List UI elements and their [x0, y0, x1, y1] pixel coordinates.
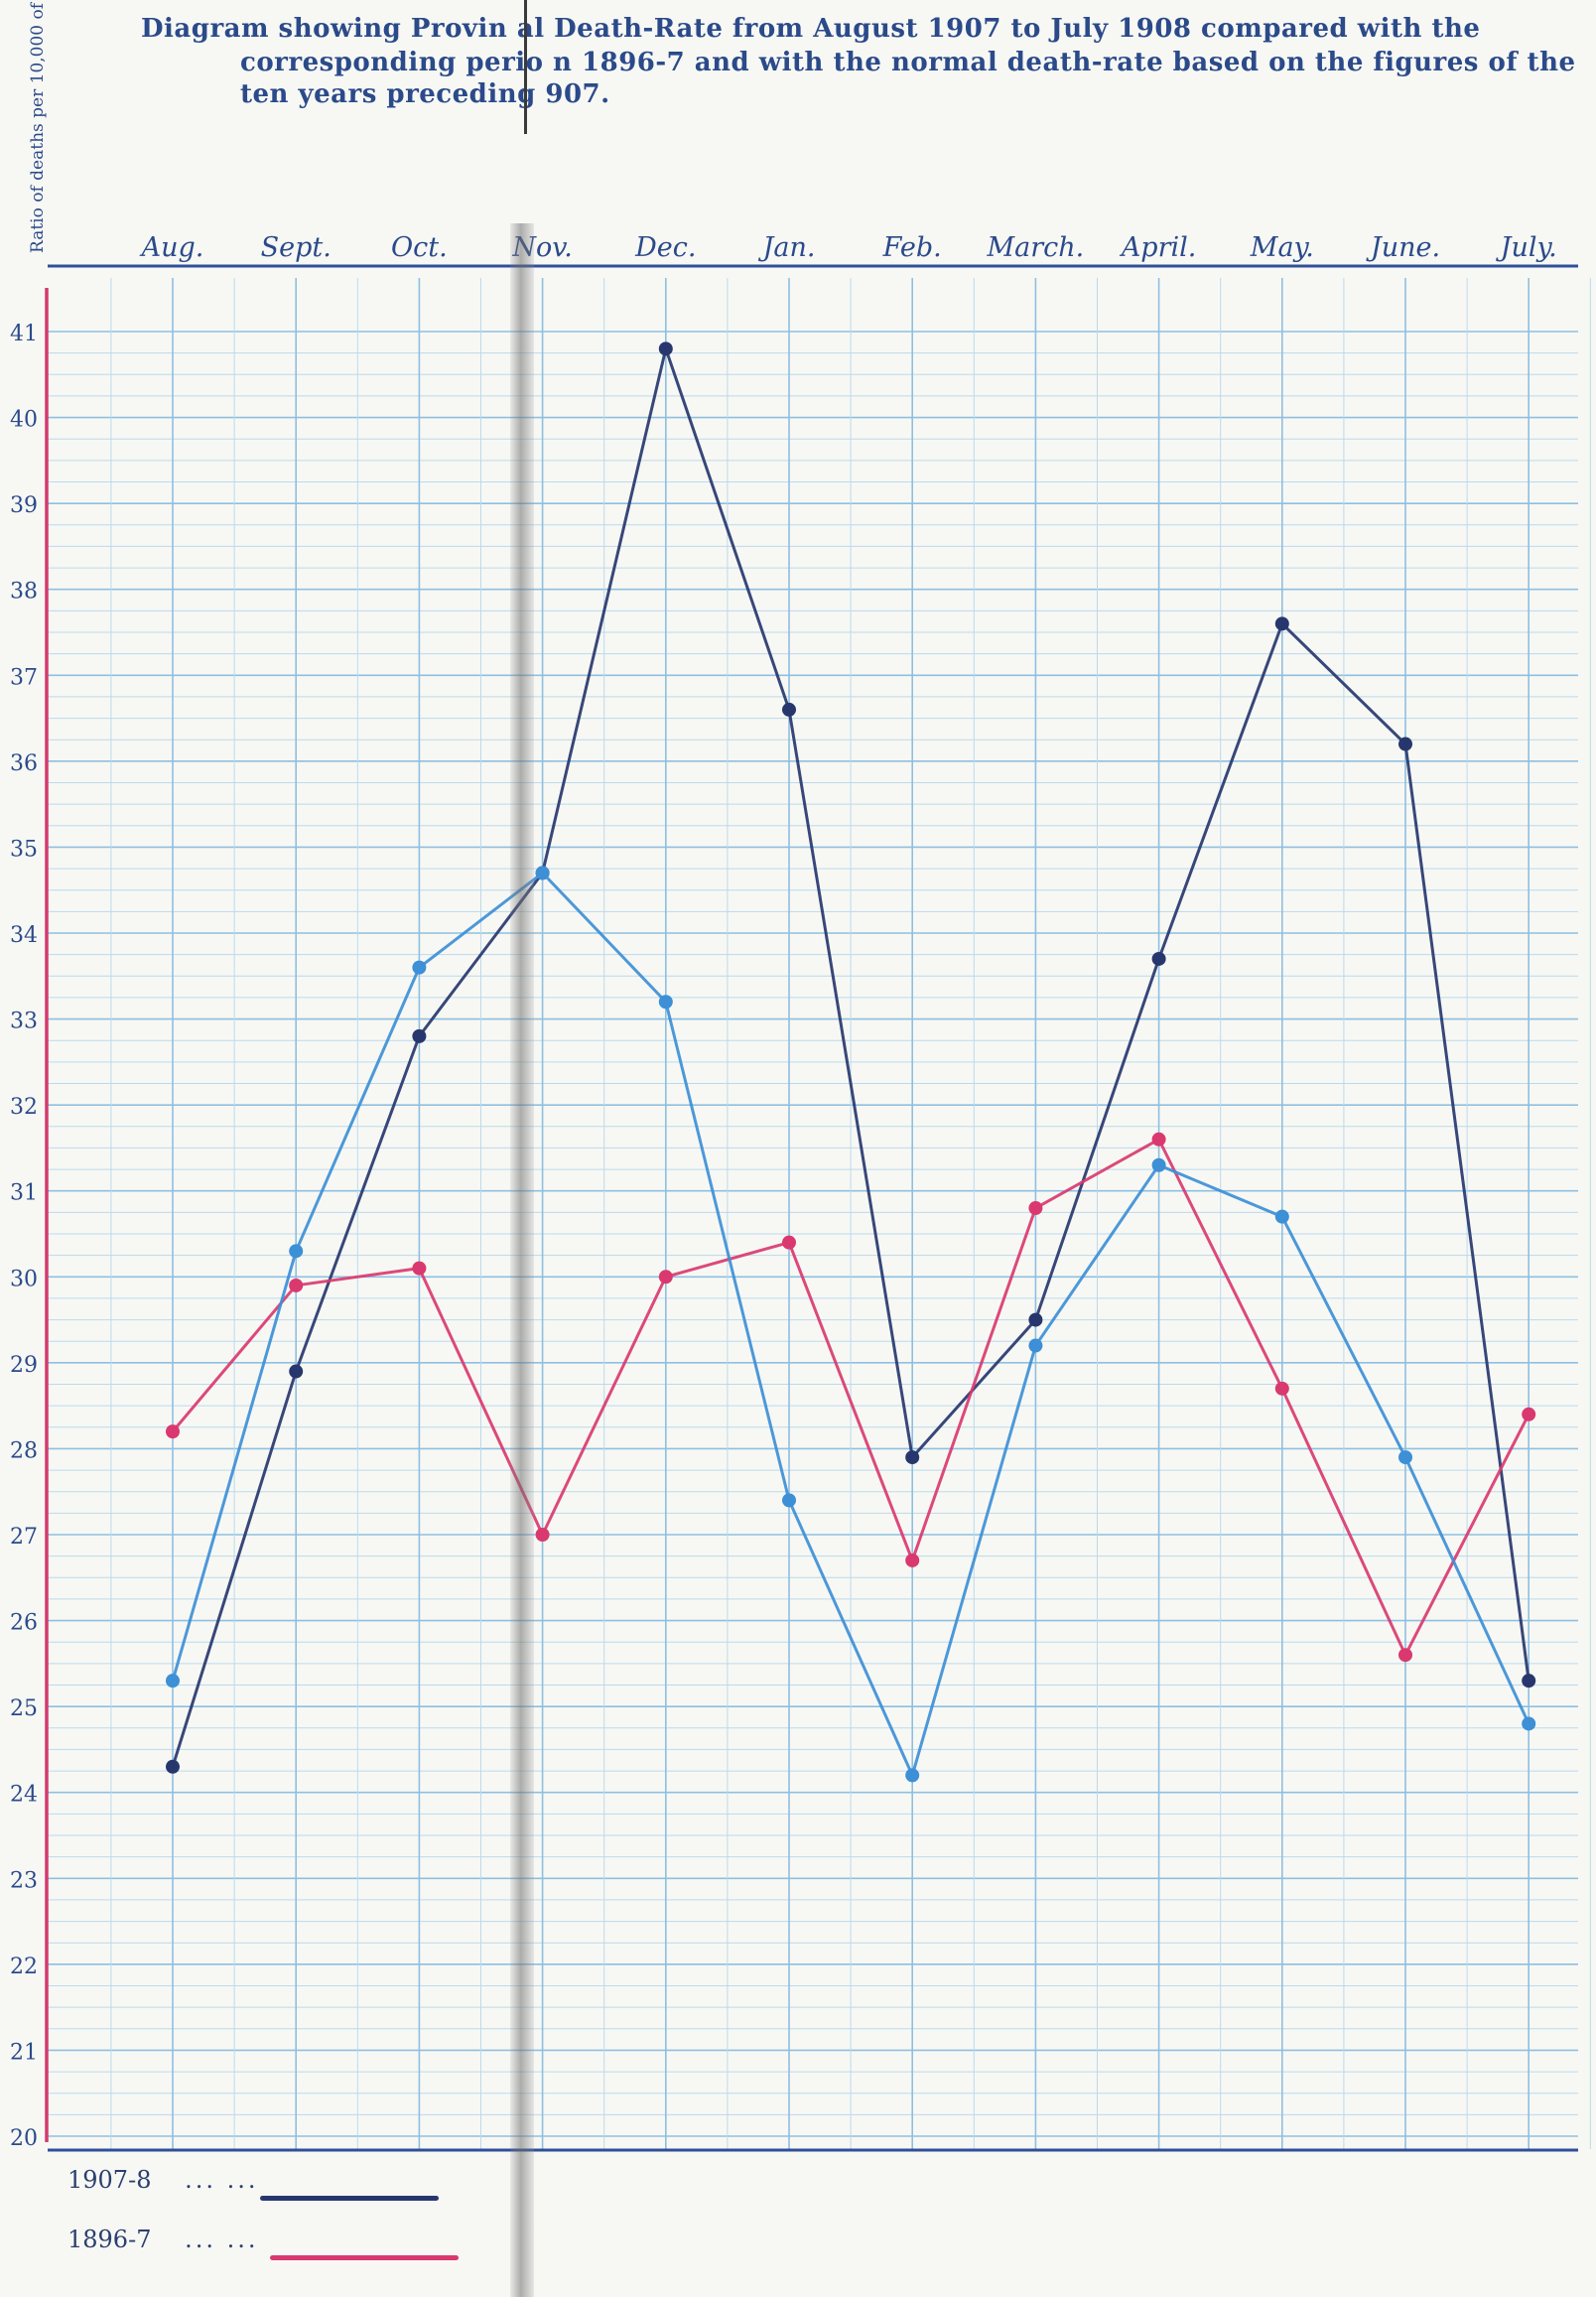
- data-point-1: [412, 1028, 427, 1043]
- legend-entry-1896-7: 1896-7 ... ...: [67, 2226, 259, 2253]
- y-tick-label: 32: [10, 1095, 38, 1120]
- y-tick-label: 34: [10, 923, 38, 948]
- legend-dots-1907-8: ... ...: [185, 2166, 259, 2194]
- data-point-2: [905, 1553, 920, 1567]
- legend-swatch-1907-8: [260, 2196, 439, 2201]
- data-point-2: [1274, 1381, 1289, 1396]
- data-point-1: [1151, 951, 1166, 966]
- y-tick-label: 30: [10, 1267, 38, 1291]
- legend-swatch-1896-7: [270, 2255, 459, 2260]
- data-point-1: [289, 1364, 304, 1379]
- data-point-2: [1398, 1648, 1412, 1663]
- data-point-3: [535, 866, 550, 880]
- series-line-2: [171, 1138, 1530, 1657]
- data-point-1: [166, 1759, 180, 1774]
- data-point-1: [1522, 1674, 1536, 1689]
- y-tick-label: 26: [10, 1611, 38, 1636]
- data-point-2: [412, 1261, 427, 1276]
- x-tick-label: Dec.: [634, 232, 696, 263]
- data-point-3: [412, 960, 427, 975]
- data-point-1: [905, 1450, 920, 1465]
- data-point-1: [1398, 737, 1412, 751]
- x-tick-label: Jan.: [758, 232, 816, 263]
- data-point-2: [1522, 1407, 1536, 1421]
- data-point-3: [1398, 1450, 1412, 1465]
- data-point-3: [905, 1768, 920, 1783]
- x-tick-label: March.: [987, 232, 1085, 263]
- y-tick-label: 31: [10, 1181, 38, 1206]
- data-point-1: [1274, 616, 1289, 631]
- x-tick-labels: Aug. Sept. Oct. Nov. Dec. Jan. Feb. March. April…: [139, 232, 1557, 263]
- y-tick-label: 39: [10, 493, 38, 518]
- y-tick-labels: 20 21 22 23 24 25 26 27 28 29 30 31 32 33 34 35 36 37 38 39…: [10, 322, 38, 2151]
- y-tick-label: 36: [10, 751, 38, 776]
- data-point-3: [782, 1493, 796, 1508]
- x-tick-label: June.: [1366, 232, 1440, 263]
- data-point-2: [658, 1270, 673, 1284]
- y-tick-label: 40: [10, 408, 38, 433]
- data-point-2: [289, 1278, 304, 1292]
- data-point-2: [782, 1235, 796, 1250]
- data-point-1: [782, 702, 796, 717]
- y-tick-label: 28: [10, 1438, 38, 1463]
- grid: [48, 278, 1591, 2149]
- chart-title-line-3: ten years preceding 907.: [240, 79, 610, 109]
- series-line-3: [171, 871, 1530, 1777]
- data-point-2: [1028, 1201, 1043, 1216]
- x-tick-label: Aug.: [139, 232, 204, 263]
- x-tick-label: May.: [1250, 232, 1314, 263]
- data-point-3: [166, 1674, 180, 1689]
- legend-label-1907-8: 1907-8: [67, 2166, 152, 2194]
- y-tick-label: 22: [10, 1955, 38, 1979]
- data-point-1: [658, 341, 673, 356]
- x-tick-label: July.: [1496, 232, 1557, 263]
- series-lines: [166, 341, 1536, 1783]
- x-tick-label: Feb.: [882, 232, 942, 263]
- title-fold-divider: [524, 0, 527, 134]
- y-tick-label: 41: [10, 322, 38, 346]
- y-tick-label: 35: [10, 837, 38, 862]
- y-tick-label: 20: [10, 2126, 38, 2151]
- legend-label-1896-7: 1896-7: [67, 2226, 152, 2253]
- chart-title-line-1: Diagram showing Provin al Death-Rate fro…: [141, 14, 1481, 44]
- y-tick-label: 21: [10, 2040, 38, 2065]
- x-tick-label: Sept.: [261, 232, 332, 263]
- y-tick-label: 24: [10, 1783, 38, 1808]
- data-point-3: [1028, 1338, 1043, 1353]
- data-point-3: [289, 1244, 304, 1259]
- y-tick-label: 33: [10, 1010, 38, 1034]
- chart-title-line-2: corresponding perio n 1896-7 and with th…: [240, 48, 1576, 77]
- y-tick-label: 38: [10, 580, 38, 605]
- y-tick-label: 27: [10, 1525, 38, 1550]
- data-point-3: [1274, 1209, 1289, 1224]
- axes: [45, 264, 1578, 2152]
- data-point-1: [1028, 1312, 1043, 1327]
- legend-dots-1896-7: ... ...: [185, 2226, 259, 2253]
- x-tick-label: Oct.: [391, 232, 448, 263]
- y-tick-label: 23: [10, 1868, 38, 1893]
- data-point-2: [166, 1424, 180, 1439]
- data-point-2: [1151, 1132, 1166, 1147]
- legend-entry-1907-8: 1907-8 ... ...: [67, 2166, 259, 2194]
- data-point-2: [535, 1528, 550, 1542]
- series-line-1: [171, 346, 1530, 1769]
- x-tick-label: April.: [1119, 232, 1197, 263]
- paper-fold-crease: [510, 223, 534, 2297]
- y-tick-label: 29: [10, 1353, 38, 1378]
- data-point-3: [658, 995, 673, 1010]
- data-point-3: [1522, 1716, 1536, 1731]
- data-point-3: [1151, 1157, 1166, 1172]
- y-tick-label: 37: [10, 665, 38, 690]
- y-tick-label: 25: [10, 1696, 38, 1721]
